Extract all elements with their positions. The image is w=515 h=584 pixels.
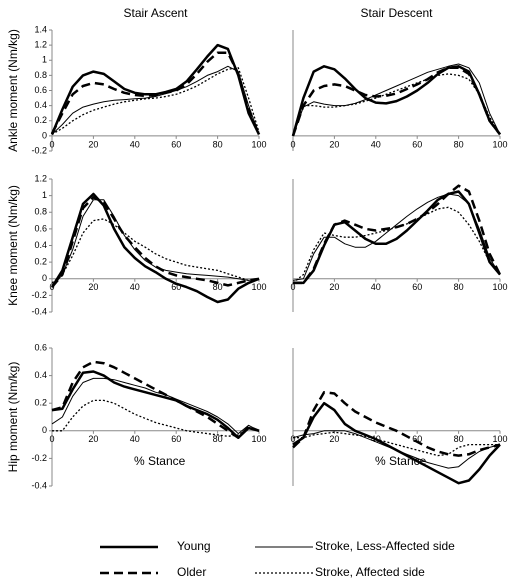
- series-line: [50, 192, 260, 304]
- x-tick-label: 0: [290, 282, 295, 292]
- x-tick-label: 20: [88, 282, 98, 292]
- series-line: [291, 66, 501, 137]
- series-line: [292, 73, 501, 137]
- x-tick-label: 60: [171, 434, 181, 444]
- x-tick-label: 60: [412, 282, 422, 292]
- y-tick-label: 0.2: [34, 257, 47, 267]
- series-line: [293, 184, 502, 285]
- x-tick-label: 20: [88, 434, 98, 444]
- series-line: [50, 43, 261, 135]
- x-tick-label: 0: [290, 434, 295, 444]
- legend-label: Stroke, Less-Affected side: [315, 539, 455, 553]
- x-tick-label: 60: [171, 282, 181, 292]
- x-tick-label: 60: [412, 434, 422, 444]
- y-tick-label: 0.6: [34, 342, 47, 352]
- x-tick-label: 40: [371, 282, 381, 292]
- y-tick-label: 0: [42, 273, 47, 283]
- y-tick-label: 0.2: [34, 398, 47, 408]
- x-tick-label: 100: [251, 139, 266, 149]
- y-tick-label: -0.2: [31, 145, 47, 155]
- x-tick-label: 20: [88, 139, 98, 149]
- x-axis-label: % Stance: [375, 454, 427, 468]
- x-tick-label: 40: [130, 282, 140, 292]
- x-tick-label: 40: [371, 139, 381, 149]
- x-tick-label: 80: [454, 434, 464, 444]
- x-tick-label: 0: [290, 139, 295, 149]
- y-tick-label: 0.4: [34, 370, 47, 380]
- x-tick-label: 80: [213, 282, 223, 292]
- series-line: [292, 63, 501, 137]
- y-axis-label: Ankle moment (Nm/kg): [6, 29, 20, 152]
- y-tick-label: 1: [42, 190, 47, 200]
- y-tick-label: 0.4: [34, 100, 47, 110]
- series-line: [51, 218, 260, 284]
- y-tick-label: 1.2: [34, 40, 47, 50]
- series-line: [51, 196, 260, 288]
- series-line: [292, 401, 501, 485]
- x-tick-label: 100: [492, 434, 507, 444]
- series-line: [292, 206, 501, 284]
- series-line: [51, 67, 260, 135]
- x-tick-label: 100: [492, 282, 507, 292]
- series-line: [292, 430, 501, 469]
- series-line: [51, 370, 260, 439]
- x-axis-label: % Stance: [134, 454, 186, 468]
- series-line: [291, 65, 501, 137]
- x-tick-label: 0: [49, 434, 54, 444]
- series-line: [292, 193, 501, 281]
- x-tick-label: 60: [412, 139, 422, 149]
- x-tick-label: 60: [171, 139, 181, 149]
- y-tick-label: 0.6: [34, 223, 47, 233]
- y-tick-label: -0.4: [31, 480, 47, 490]
- y-tick-label: 0.6: [34, 85, 47, 95]
- x-tick-label: 80: [454, 282, 464, 292]
- series-line: [51, 199, 260, 288]
- y-tick-label: -0.2: [31, 453, 47, 463]
- x-tick-label: 20: [329, 139, 339, 149]
- chart-title: Stair Descent: [360, 6, 433, 20]
- x-tick-label: 80: [213, 139, 223, 149]
- x-tick-label: 100: [251, 282, 266, 292]
- y-tick-label: 0: [42, 130, 47, 140]
- x-tick-label: 40: [130, 139, 140, 149]
- x-tick-label: 20: [329, 434, 339, 444]
- series-line: [51, 360, 260, 439]
- y-tick-label: -0.4: [31, 306, 47, 316]
- chart-title: Stair Ascent: [123, 6, 188, 20]
- y-axis-label: Hip moment (Nm/kg): [6, 362, 20, 473]
- y-tick-label: 1: [42, 55, 47, 65]
- y-tick-label: 1.4: [34, 24, 47, 34]
- y-axis-label: Knee moment (Nm/kg): [6, 185, 20, 306]
- series-line: [293, 431, 500, 457]
- x-tick-label: 0: [49, 282, 54, 292]
- x-tick-label: 80: [213, 434, 223, 444]
- legend-label: Stroke, Affected side: [315, 565, 425, 579]
- series-line: [292, 390, 501, 457]
- legend-label: Young: [177, 539, 211, 553]
- y-tick-label: 0.8: [34, 70, 47, 80]
- y-tick-label: 0.2: [34, 115, 47, 125]
- x-tick-label: 80: [454, 139, 464, 149]
- x-tick-label: 0: [49, 139, 54, 149]
- y-tick-label: 1.2: [34, 173, 47, 183]
- y-tick-label: -0.2: [31, 290, 47, 300]
- series-line: [51, 377, 260, 435]
- x-tick-label: 20: [329, 282, 339, 292]
- series-line: [51, 65, 260, 135]
- y-tick-label: 0.8: [34, 207, 47, 217]
- y-tick-label: 0.4: [34, 240, 47, 250]
- series-line: [52, 399, 260, 437]
- x-tick-label: 100: [492, 139, 507, 149]
- x-tick-label: 40: [130, 434, 140, 444]
- legend-label: Older: [177, 565, 206, 579]
- x-tick-label: 100: [251, 434, 266, 444]
- series-line: [50, 51, 261, 135]
- y-tick-label: 0: [42, 425, 47, 435]
